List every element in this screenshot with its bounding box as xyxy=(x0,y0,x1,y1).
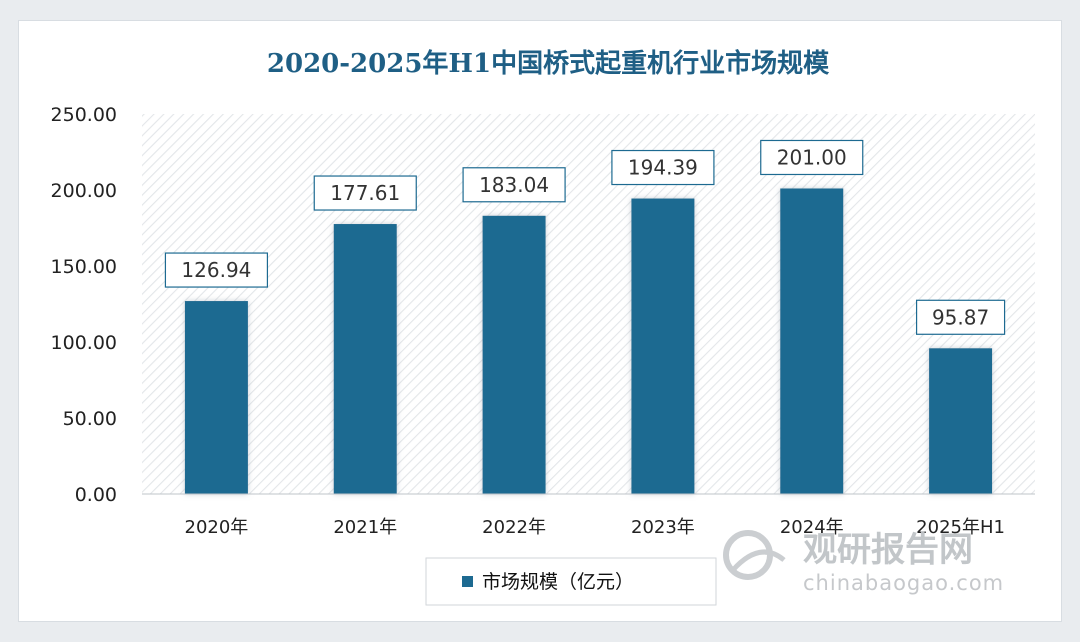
data-label: 177.61 xyxy=(330,181,400,205)
chart-title: 2020-2025年H1中国桥式起重机行业市场规模 xyxy=(267,48,830,79)
data-label-box xyxy=(760,139,864,176)
bar-series xyxy=(184,188,993,495)
y-tick-label: 250.00 xyxy=(51,104,117,126)
data-label: 201.00 xyxy=(777,145,847,169)
data-label: 95.87 xyxy=(932,305,989,329)
bar-2024年 xyxy=(780,188,844,495)
x-tick-label: 2023年 xyxy=(631,517,695,538)
data-label-box xyxy=(164,252,269,288)
y-tick-label: 200.00 xyxy=(51,180,117,202)
x-tick-label: 2024年 xyxy=(780,517,844,538)
bar-2020年 xyxy=(184,301,248,494)
x-tick-label: 2021年 xyxy=(333,517,397,538)
plot-area-background xyxy=(142,114,1035,494)
data-labels: 126.94 177.61 183.04 194.39 201.00 95.87 xyxy=(164,139,1006,335)
legend-label: 市场规模（亿元） xyxy=(482,571,634,593)
legend-box xyxy=(425,557,717,606)
y-tick-label: 150.00 xyxy=(51,256,117,278)
bar-2023年 xyxy=(631,198,695,494)
watermark-en: chinabaogao.com xyxy=(803,571,1004,595)
x-tick-label: 2020年 xyxy=(185,517,249,538)
data-label-box xyxy=(313,175,417,211)
legend-swatch xyxy=(462,576,473,587)
watermark: 观研报告网 chinabaogao.com xyxy=(723,530,1004,595)
data-label-box xyxy=(915,299,1006,335)
data-label: 126.94 xyxy=(181,258,251,282)
data-label: 183.04 xyxy=(479,173,549,197)
watermark-cn: 观研报告网 xyxy=(803,530,973,570)
y-tick-label: 0.00 xyxy=(75,484,117,506)
data-label: 194.39 xyxy=(628,156,698,180)
bar-2022年 xyxy=(482,215,546,494)
x-tick-label: 2025年H1 xyxy=(916,517,1005,538)
x-axis: 2020年 2021年 2022年 2023年 2024年 2025年H1 xyxy=(185,517,1005,538)
bar-2021年 xyxy=(333,224,397,494)
x-tick-label: 2022年 xyxy=(482,517,546,538)
data-label-box xyxy=(611,149,715,186)
y-tick-label: 100.00 xyxy=(51,332,117,354)
data-label-box xyxy=(462,167,566,203)
watermark-logo-icon xyxy=(723,530,786,580)
legend: 市场规模（亿元） xyxy=(425,557,717,606)
bar-2025年H1 xyxy=(929,348,993,494)
y-tick-label: 50.00 xyxy=(63,408,117,430)
y-axis: 0.00 50.00 100.00 150.00 200.00 250.00 xyxy=(51,104,117,506)
